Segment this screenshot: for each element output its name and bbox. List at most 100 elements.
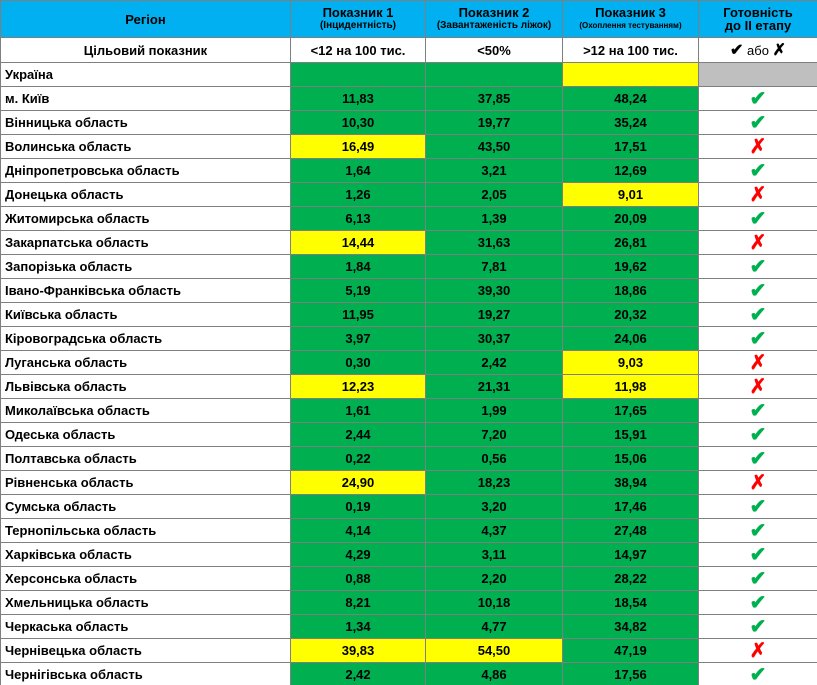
status-cell: ✔ (698, 326, 817, 351)
value-cell: 16,49 (290, 134, 426, 159)
value-cell: 35,24 (562, 110, 699, 135)
value-text: 4,77 (481, 619, 507, 634)
value-text: 1,61 (345, 403, 371, 418)
region-name: Херсонська область (5, 571, 138, 586)
region-name: Україна (5, 67, 54, 82)
value-cell: 3,97 (290, 326, 426, 351)
status-mark: ✔ (749, 591, 767, 614)
region-name: Чернівецька область (5, 643, 142, 658)
region-row: Донецька область 1,26 2,05 9,01 ✗ (0, 182, 817, 207)
target-cell: ✔ або ✗ (698, 37, 817, 63)
value-cell: 17,46 (562, 494, 699, 519)
region-cell: Дніпропетровська область (0, 158, 291, 183)
value-cell: 19,62 (562, 254, 699, 279)
value-text: 2,05 (481, 187, 507, 202)
value-text: 26,81 (614, 235, 647, 250)
region-row: Дніпропетровська область 1,64 3,21 12,69 ✔ (0, 158, 817, 183)
region-cell: Херсонська область (0, 566, 291, 591)
value-text: 27,48 (614, 523, 647, 538)
region-row: Чернігівська область 2,42 4,86 17,56 ✔ (0, 662, 817, 685)
region-row: Івано-Франківська область 5,19 39,30 18,86 ✔ (0, 278, 817, 303)
status-mark: ✗ (749, 135, 767, 158)
region-row: Кіровоградська область 3,97 30,37 24,06 ✔ (0, 326, 817, 351)
value-cell: 26,81 (562, 230, 699, 255)
target-value: >12 на 100 тис. (583, 42, 678, 58)
status-cell: ✗ (698, 230, 817, 255)
status-mark: ✔ (749, 303, 767, 326)
value-cell: 24,90 (290, 470, 426, 495)
region-cell: Черкаська область (0, 614, 291, 639)
value-text: 54,50 (477, 643, 511, 658)
target-cell: <50% (425, 37, 563, 63)
status-mark: ✔ (749, 159, 767, 182)
region-cell: Волинська область (0, 134, 291, 159)
header-cell: Показник 2 (Завантаженість ліжок) (425, 0, 563, 38)
value-cell: 10,18 (425, 590, 563, 615)
value-text: 18,54 (614, 595, 647, 610)
value-cell: 2,20 (425, 566, 563, 591)
value-cell: 1,39 (425, 206, 563, 231)
value-cell: 0,22 (290, 446, 426, 471)
region-cell: Україна (0, 62, 291, 87)
status-cell: ✔ (698, 254, 817, 279)
value-cell: 4,14 (290, 518, 426, 543)
value-cell: 7,20 (425, 422, 563, 447)
value-cell: 34,82 (562, 614, 699, 639)
header-cell: Регіон (0, 0, 291, 38)
value-cell: 15,06 (562, 446, 699, 471)
region-name: Донецька область (5, 187, 124, 202)
value-text: 9,03 (617, 355, 644, 370)
region-cell: Одеська область (0, 422, 291, 447)
value-cell: 27,48 (562, 518, 699, 543)
value-cell: 14,44 (290, 230, 426, 255)
value-cell: 48,24 (562, 86, 699, 111)
value-cell: 37,85 (425, 86, 563, 111)
status-cell: ✔ (698, 446, 817, 471)
value-cell: 1,99 (425, 398, 563, 423)
status-cell: ✔ (698, 302, 817, 327)
status-cell: ✔ (698, 662, 817, 685)
header-text: до ІІ етапу (724, 18, 792, 33)
value-cell: 1,64 (290, 158, 426, 183)
value-text: 30,37 (477, 331, 511, 346)
value-text: 5,19 (345, 283, 371, 298)
value-cell: 4,86 (425, 662, 563, 685)
region-row: Харківська область 4,29 3,11 14,97 ✔ (0, 542, 817, 567)
value-text: 10,30 (341, 115, 375, 130)
value-cell: 0,56 (425, 446, 563, 471)
status-mark: ✔ (749, 87, 767, 110)
value-cell: 30,37 (425, 326, 563, 351)
region-name: м. Київ (5, 91, 50, 106)
value-text: 39,83 (341, 643, 375, 658)
status-mark: ✔ (749, 111, 767, 134)
value-cell: 2,42 (425, 350, 563, 375)
value-text: 0,56 (481, 451, 507, 466)
status-cell: ✗ (698, 182, 817, 207)
value-cell: 1,34 (290, 614, 426, 639)
status-mark: ✔ (749, 567, 767, 590)
header-text: Показник 2 (458, 5, 530, 20)
region-cell: Чернівецька область (0, 638, 291, 663)
value-text: 21,31 (477, 379, 511, 394)
value-cell (425, 62, 563, 87)
region-name: Миколаївська область (5, 403, 150, 418)
value-text: 2,20 (481, 571, 507, 586)
value-cell: 38,94 (562, 470, 699, 495)
status-mark: ✗ (749, 471, 767, 494)
region-name: Сумська область (5, 499, 117, 514)
header-subtext: (Завантаженість ліжок) (436, 20, 552, 31)
status-mark: ✔ (749, 495, 767, 518)
status-cell: ✗ (698, 470, 817, 495)
value-text: 24,90 (341, 475, 375, 490)
status-mark: ✔ (749, 663, 767, 685)
status-mark: ✔ (749, 279, 767, 302)
value-cell: 3,20 (425, 494, 563, 519)
region-row: Хмельницька область 8,21 10,18 18,54 ✔ (0, 590, 817, 615)
region-row: Тернопільська область 4,14 4,37 27,48 ✔ (0, 518, 817, 543)
value-text: 28,22 (614, 571, 647, 586)
region-row: Київська область 11,95 19,27 20,32 ✔ (0, 302, 817, 327)
value-cell: 20,32 (562, 302, 699, 327)
value-text: 38,94 (614, 475, 647, 490)
